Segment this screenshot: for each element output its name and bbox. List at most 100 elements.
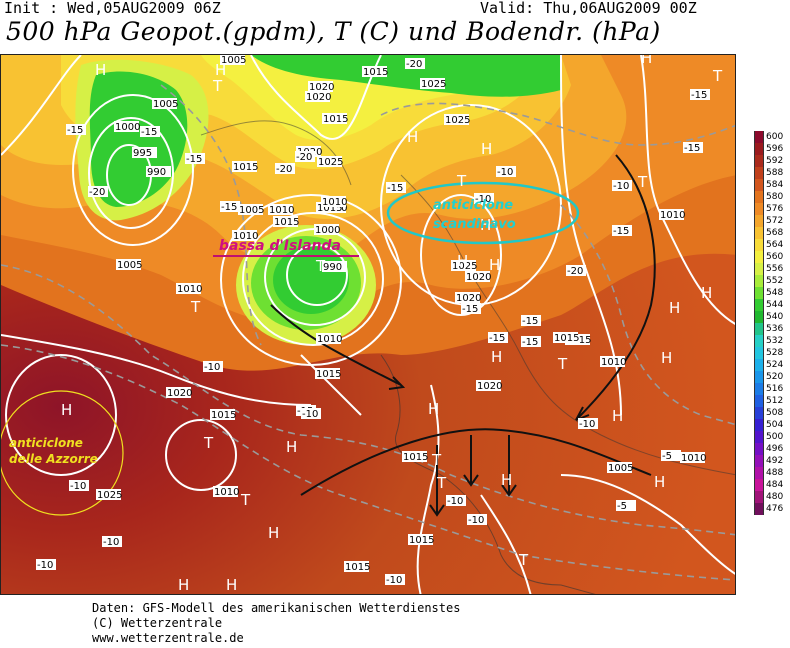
isobar-label: 1010 [600,356,626,368]
legend-swatch [754,179,764,191]
scand-annotation-line1: anticiclone [433,198,513,213]
trough-north [251,55,561,97]
isotherm-label: -15 [185,153,205,165]
svg-text:-15: -15 [522,316,538,327]
svg-text:-20: -20 [296,152,312,163]
legend-row: 508 [750,407,790,419]
high-pressure-marker: H [654,473,665,491]
legend-swatch [754,371,764,383]
isotherm-label: -15 [140,126,160,138]
legend-swatch [754,203,764,215]
footer-website: www.wetterzentrale.de [92,631,244,645]
high-pressure-marker: H [61,401,72,419]
pressure-labels: 1005101510009959901005101010151020102510… [96,55,706,573]
isobar-label: 1020 [476,380,502,392]
legend-swatch [754,227,764,239]
isobar-label: 1015 [316,202,342,214]
legend-value: 592 [766,156,784,166]
legend-row: 568 [750,227,790,239]
scand-annotation-line2: scandinavo [433,217,516,232]
isotherm-label: -20 [275,163,295,175]
svg-text:1015: 1015 [363,67,388,78]
map-title: 500 hPa Geopot.(gpdm), T (C) und Bodendr… [6,17,661,46]
isotherm-label: -10 [578,418,598,430]
low-pressure-marker: T [212,77,223,95]
legend-row: 504 [750,419,790,431]
high-pressure-marker: H [286,438,297,456]
legend-swatch [754,167,764,179]
legend-row: 588 [750,167,790,179]
legend-value: 532 [766,336,784,346]
svg-text:1020: 1020 [306,92,331,103]
svg-text:-5: -5 [662,451,672,462]
azores-annotation-line1: anticiclone [9,436,83,450]
svg-text:1025: 1025 [318,157,343,168]
isobar-label: 1015 [210,409,236,421]
high-pressure-marker: H [669,299,680,317]
legend-value: 500 [766,432,784,442]
legend-row: 592 [750,155,790,167]
legend-row: 600 [750,131,790,143]
isotherm-label: -10 [36,559,56,571]
legend-value: 560 [766,252,784,262]
azores-high-circle [1,390,124,516]
legend-row: 552 [750,275,790,287]
valid-time: Valid: Thu,06AUG2009 00Z [480,0,697,17]
isobar-label: 1010 [213,486,239,498]
legend-value: 480 [766,492,784,502]
legend-value: 568 [766,228,784,238]
svg-text:1015: 1015 [317,203,342,214]
legend-value: 528 [766,348,784,358]
legend-value: 492 [766,456,784,466]
svg-text:-15: -15 [613,226,629,237]
coast-line-2 [400,174,735,476]
svg-text:1010: 1010 [660,210,685,221]
svg-text:-15: -15 [221,202,237,213]
svg-text:-15: -15 [141,127,157,138]
low-pressure-marker: T [190,298,201,316]
svg-text:990: 990 [147,167,166,178]
legend-row: 480 [750,491,790,503]
isobar-label: 1010 [659,209,685,221]
legend-value: 496 [766,444,784,454]
svg-text:-15: -15 [186,154,202,165]
legend-value: 508 [766,408,784,418]
low-annotation: bassa d'Islanda [219,238,341,254]
legend-swatch [754,335,764,347]
legend-row: 516 [750,383,790,395]
svg-text:-20: -20 [567,266,583,277]
legend-value: 544 [766,300,784,310]
isotherm-label: -10 [203,361,223,373]
legend-swatch [754,311,764,323]
isobar-label: 1005 [238,204,264,216]
temperature-labels: -20 -20 -15 -15 -20 -15 -15 -20 -15 -10 -10 -10 -15 -… [36,58,710,586]
isotherm-label: -5 [661,450,681,462]
svg-text:1015: 1015 [345,562,370,573]
high-pressure-marker: H [226,576,237,594]
isotherm-label: -10 [496,166,516,178]
isobar-label: 1010 [316,333,342,345]
isobar-label: 1020 [455,292,481,304]
isobar-label: 1015 [315,368,341,380]
legend-row: 524 [750,359,790,371]
svg-text:1020: 1020 [466,272,491,283]
isobar-label: 1025 [451,260,477,272]
legend-value: 556 [766,264,784,274]
legend-value: 488 [766,468,784,478]
low-pressure-marker: T [557,355,568,373]
svg-text:-10: -10 [468,515,484,526]
svg-text:1015: 1015 [403,452,428,463]
svg-text:-10: -10 [386,575,402,586]
legend-row: 556 [750,263,790,275]
high-pressure-marker: H [701,284,712,302]
legend-swatch [754,443,764,455]
high-pressure-marker: H [268,524,279,542]
high-pressure-marker: H [501,471,512,489]
scand-high-circle [386,181,580,245]
isotherm-label: -15 [461,303,481,315]
isotherm-label: -20 [88,186,108,198]
isobar-label: 1010 [680,452,706,464]
svg-text:-10: -10 [579,419,595,430]
isotherm-label: -15 [683,142,703,154]
svg-text:1020: 1020 [309,82,334,93]
